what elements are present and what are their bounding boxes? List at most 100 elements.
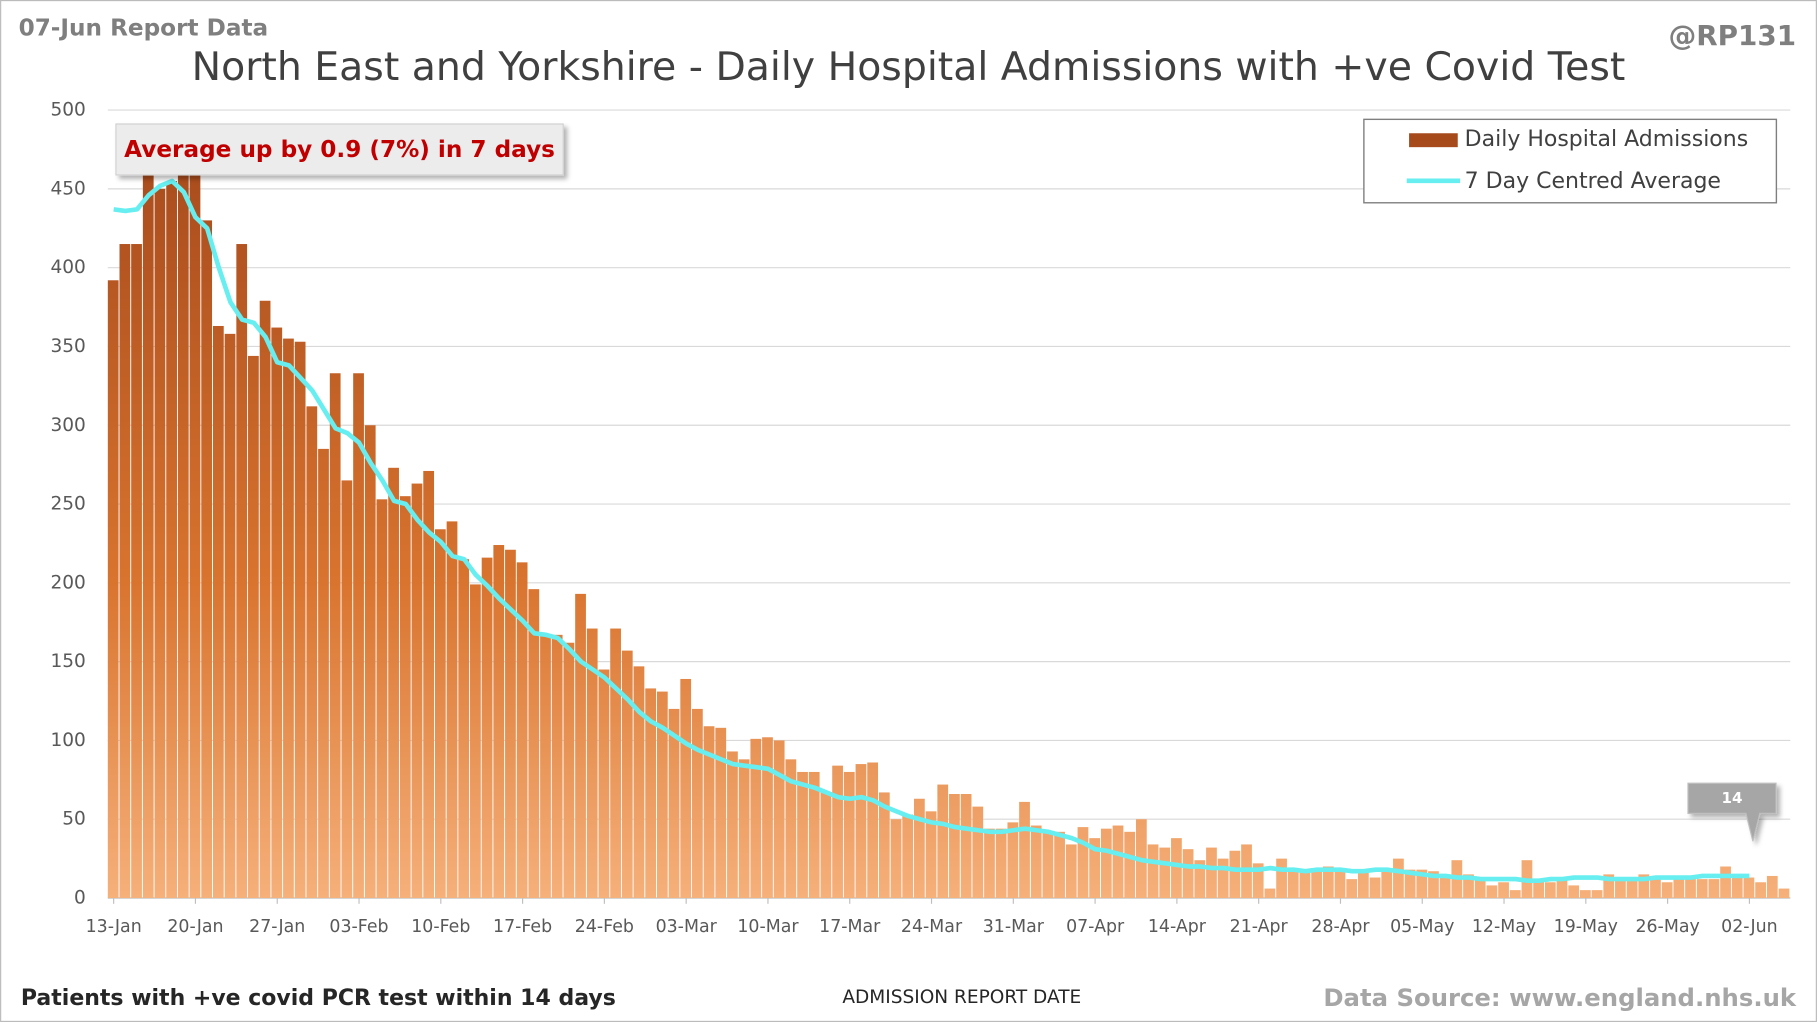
bar bbox=[119, 244, 131, 899]
bar bbox=[645, 688, 657, 899]
x-tick-label: 03-Feb bbox=[329, 917, 388, 937]
bar bbox=[680, 678, 692, 899]
bar bbox=[177, 125, 189, 899]
bar bbox=[785, 759, 797, 899]
bar bbox=[1416, 869, 1428, 899]
x-tick-label: 24-Mar bbox=[901, 917, 963, 937]
annotation: Average up by 0.9 (7%) in 7 days bbox=[124, 136, 555, 163]
y-tick-label: 100 bbox=[50, 730, 85, 751]
bar bbox=[248, 355, 259, 899]
x-tick-label: 26-May bbox=[1635, 917, 1699, 937]
bar bbox=[1638, 874, 1650, 899]
bar bbox=[598, 669, 610, 899]
bar bbox=[972, 806, 984, 899]
bar bbox=[820, 792, 832, 899]
chart-title: North East and Yorkshire - Daily Hospita… bbox=[192, 44, 1626, 90]
bar bbox=[318, 448, 329, 899]
bar bbox=[750, 738, 762, 899]
bar bbox=[236, 244, 248, 899]
source: Data Source: www.england.nhs.uk bbox=[1323, 983, 1797, 1012]
x-tick-label: 20-Jan bbox=[167, 917, 223, 937]
bar bbox=[1533, 879, 1544, 899]
bar bbox=[1685, 879, 1696, 899]
x-tick-label: 12-May bbox=[1472, 917, 1536, 937]
bar bbox=[1264, 888, 1276, 899]
bar bbox=[1661, 882, 1673, 899]
bar bbox=[960, 794, 972, 899]
bar bbox=[189, 157, 201, 899]
bar bbox=[1217, 858, 1229, 899]
bar bbox=[1439, 877, 1451, 899]
bar bbox=[773, 740, 785, 899]
bar bbox=[1194, 860, 1206, 899]
bar bbox=[1498, 882, 1509, 899]
bar bbox=[470, 584, 481, 899]
bar bbox=[656, 691, 668, 899]
bar bbox=[703, 726, 715, 899]
bar bbox=[995, 828, 1007, 899]
bar bbox=[715, 727, 727, 899]
bar bbox=[610, 628, 621, 899]
bar bbox=[1322, 866, 1334, 899]
bar bbox=[1171, 838, 1182, 899]
x-axis-label: ADMISSION REPORT DATE bbox=[842, 987, 1081, 1008]
bar bbox=[1077, 827, 1089, 899]
bar bbox=[376, 499, 388, 899]
bar bbox=[329, 373, 341, 899]
bar bbox=[271, 327, 283, 899]
bar bbox=[516, 562, 528, 899]
bar bbox=[762, 737, 773, 899]
x-tick-label: 17-Feb bbox=[493, 917, 552, 937]
x-tick-label: 27-Jan bbox=[249, 917, 305, 937]
bar bbox=[1626, 879, 1638, 899]
data-label: 14 bbox=[1722, 789, 1743, 807]
bar bbox=[1766, 875, 1778, 899]
bar bbox=[306, 406, 318, 899]
bar bbox=[283, 338, 294, 899]
bar bbox=[1778, 888, 1790, 899]
y-tick-label: 500 bbox=[50, 100, 85, 121]
bar bbox=[505, 549, 516, 899]
bar bbox=[575, 593, 586, 899]
annotation-box bbox=[115, 123, 564, 176]
bar bbox=[142, 169, 154, 899]
bar bbox=[1229, 850, 1241, 899]
y-tick-label: 400 bbox=[50, 257, 85, 278]
y-tick-label: 50 bbox=[62, 809, 86, 830]
bar bbox=[1474, 879, 1486, 899]
handle: @RP131 bbox=[1668, 19, 1796, 52]
bar bbox=[1556, 879, 1568, 899]
bar bbox=[1696, 879, 1708, 899]
bar bbox=[1404, 869, 1416, 899]
bar bbox=[984, 828, 995, 899]
bar bbox=[1708, 879, 1720, 899]
x-tick-label: 21-Apr bbox=[1230, 917, 1289, 937]
y-tick-label: 150 bbox=[50, 651, 85, 672]
bar bbox=[1042, 831, 1054, 899]
bar bbox=[166, 180, 177, 899]
bar bbox=[1544, 882, 1556, 899]
bar bbox=[878, 792, 890, 899]
bar bbox=[1299, 869, 1311, 899]
bar bbox=[1369, 877, 1381, 899]
bar bbox=[797, 771, 808, 899]
bar bbox=[621, 650, 633, 899]
bar bbox=[528, 589, 540, 899]
y-tick-label: 350 bbox=[50, 336, 85, 357]
x-tick-label: 17-Mar bbox=[819, 917, 881, 937]
bar bbox=[1252, 863, 1264, 899]
x-tick-label: 03-Mar bbox=[656, 917, 718, 937]
x-tick-label: 24-Feb bbox=[575, 917, 634, 937]
legend-label: 7 Day Centred Average bbox=[1465, 169, 1721, 194]
x-tick-label: 19-May bbox=[1554, 917, 1618, 937]
bar bbox=[481, 557, 493, 899]
legend-swatch bbox=[1409, 133, 1458, 148]
bar bbox=[727, 751, 738, 899]
bar bbox=[1287, 869, 1299, 899]
bar bbox=[1007, 822, 1019, 899]
bar bbox=[1755, 882, 1766, 899]
bar bbox=[399, 496, 411, 899]
bar bbox=[738, 759, 750, 899]
footnote: Patients with +ve covid PCR test within … bbox=[21, 986, 616, 1011]
y-tick-label: 250 bbox=[50, 494, 85, 515]
